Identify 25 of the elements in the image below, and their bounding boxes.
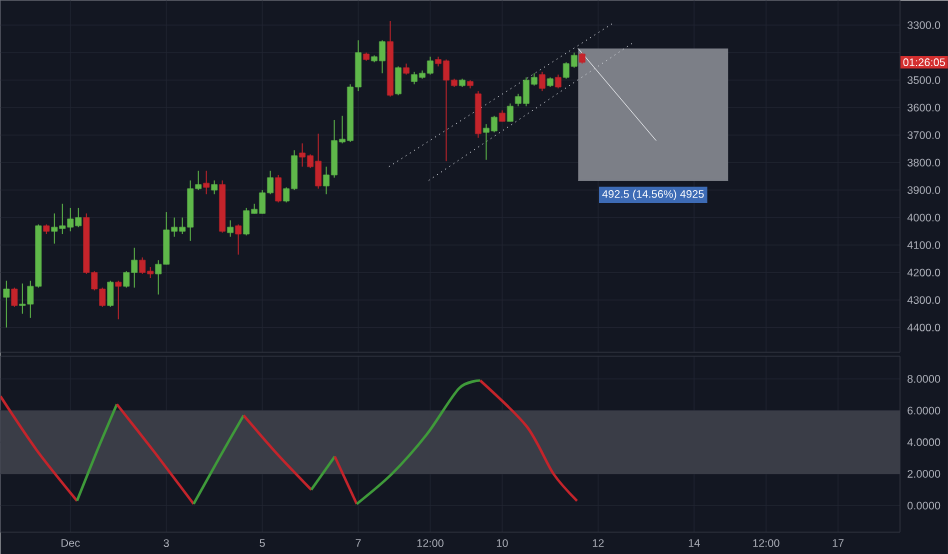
candlestick — [115, 280, 122, 320]
candlestick — [67, 207, 74, 232]
candlestick — [315, 133, 322, 190]
candlestick — [483, 123, 490, 161]
candlestick — [539, 71, 546, 92]
candlestick — [243, 207, 250, 236]
candlestick — [203, 170, 210, 195]
candlestick — [299, 142, 306, 168]
candlestick — [275, 174, 282, 203]
candlestick — [523, 76, 530, 107]
candlestick — [235, 223, 242, 256]
candlestick — [187, 179, 194, 242]
candlestick — [75, 207, 82, 228]
candlestick — [219, 179, 226, 234]
candlestick — [59, 203, 66, 235]
candlestick — [331, 119, 338, 179]
candlestick — [3, 280, 10, 328]
candlestick — [107, 280, 114, 308]
candlestick — [395, 65, 402, 96]
candlestick — [51, 212, 58, 245]
candlestick — [131, 247, 138, 289]
candlestick — [19, 282, 26, 315]
candlestick — [379, 39, 386, 74]
candlestick — [475, 90, 482, 139]
candlestick — [443, 58, 450, 162]
